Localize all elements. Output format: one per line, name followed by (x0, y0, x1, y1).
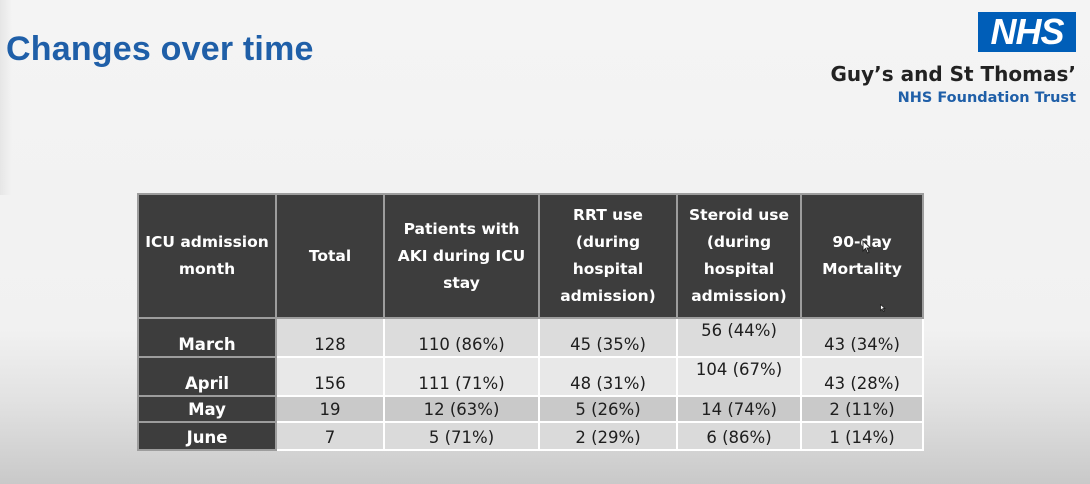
cell-month: April (137, 356, 277, 397)
header-steroid-use: Steroid use (during hospital admission) (676, 193, 802, 319)
cell-month: June (137, 421, 277, 451)
cell-aki: 111 (71%) (383, 356, 540, 397)
cell-rrt: 48 (31%) (538, 356, 678, 397)
cell-month: May (137, 395, 277, 423)
cell-mortality: 43 (34%) (800, 317, 924, 358)
table-row: May 19 12 (63%) 5 (26%) 14 (74%) 2 (11%) (137, 395, 924, 423)
changes-table: ICU admission month Total Patients with … (137, 193, 924, 451)
cell-total: 156 (275, 356, 385, 397)
cell-aki: 12 (63%) (383, 395, 540, 423)
cell-steroid: 14 (74%) (676, 395, 802, 423)
table-header-row: ICU admission month Total Patients with … (137, 193, 924, 319)
cell-total: 128 (275, 317, 385, 358)
left-edge-shadow (0, 0, 12, 195)
header-icu-admission-month: ICU admission month (137, 193, 277, 319)
header-90-day-mortality: 90-day Mortality (800, 193, 924, 319)
slide-title: Changes over time (6, 30, 314, 68)
cell-total: 19 (275, 395, 385, 423)
cell-rrt: 5 (26%) (538, 395, 678, 423)
cell-aki: 110 (86%) (383, 317, 540, 358)
cell-mortality: 2 (11%) (800, 395, 924, 423)
cell-steroid: 6 (86%) (676, 421, 802, 451)
trust-name: Guy’s and St Thomas’ (830, 62, 1076, 86)
cell-steroid: 104 (67%) (676, 356, 802, 397)
table-row: March 128 110 (86%) 45 (35%) 56 (44%) 43… (137, 317, 924, 358)
cell-month: March (137, 317, 277, 358)
cell-mortality: 43 (28%) (800, 356, 924, 397)
small-pointer-icon (880, 304, 886, 312)
cell-rrt: 45 (35%) (538, 317, 678, 358)
trust-subtitle: NHS Foundation Trust (897, 90, 1076, 106)
cell-rrt: 2 (29%) (538, 421, 678, 451)
cell-steroid: 56 (44%) (676, 317, 802, 358)
header-aki: Patients with AKI during ICU stay (383, 193, 540, 319)
table-row: June 7 5 (71%) 2 (29%) 6 (86%) 1 (14%) (137, 421, 924, 451)
mouse-pointer-icon (862, 240, 872, 254)
cell-aki: 5 (71%) (383, 421, 540, 451)
cell-mortality: 1 (14%) (800, 421, 924, 451)
nhs-logo: NHS (978, 12, 1076, 52)
table-row: April 156 111 (71%) 48 (31%) 104 (67%) 4… (137, 356, 924, 397)
header-total: Total (275, 193, 385, 319)
header-rrt-use: RRT use (during hospital admission) (538, 193, 678, 319)
cell-total: 7 (275, 421, 385, 451)
